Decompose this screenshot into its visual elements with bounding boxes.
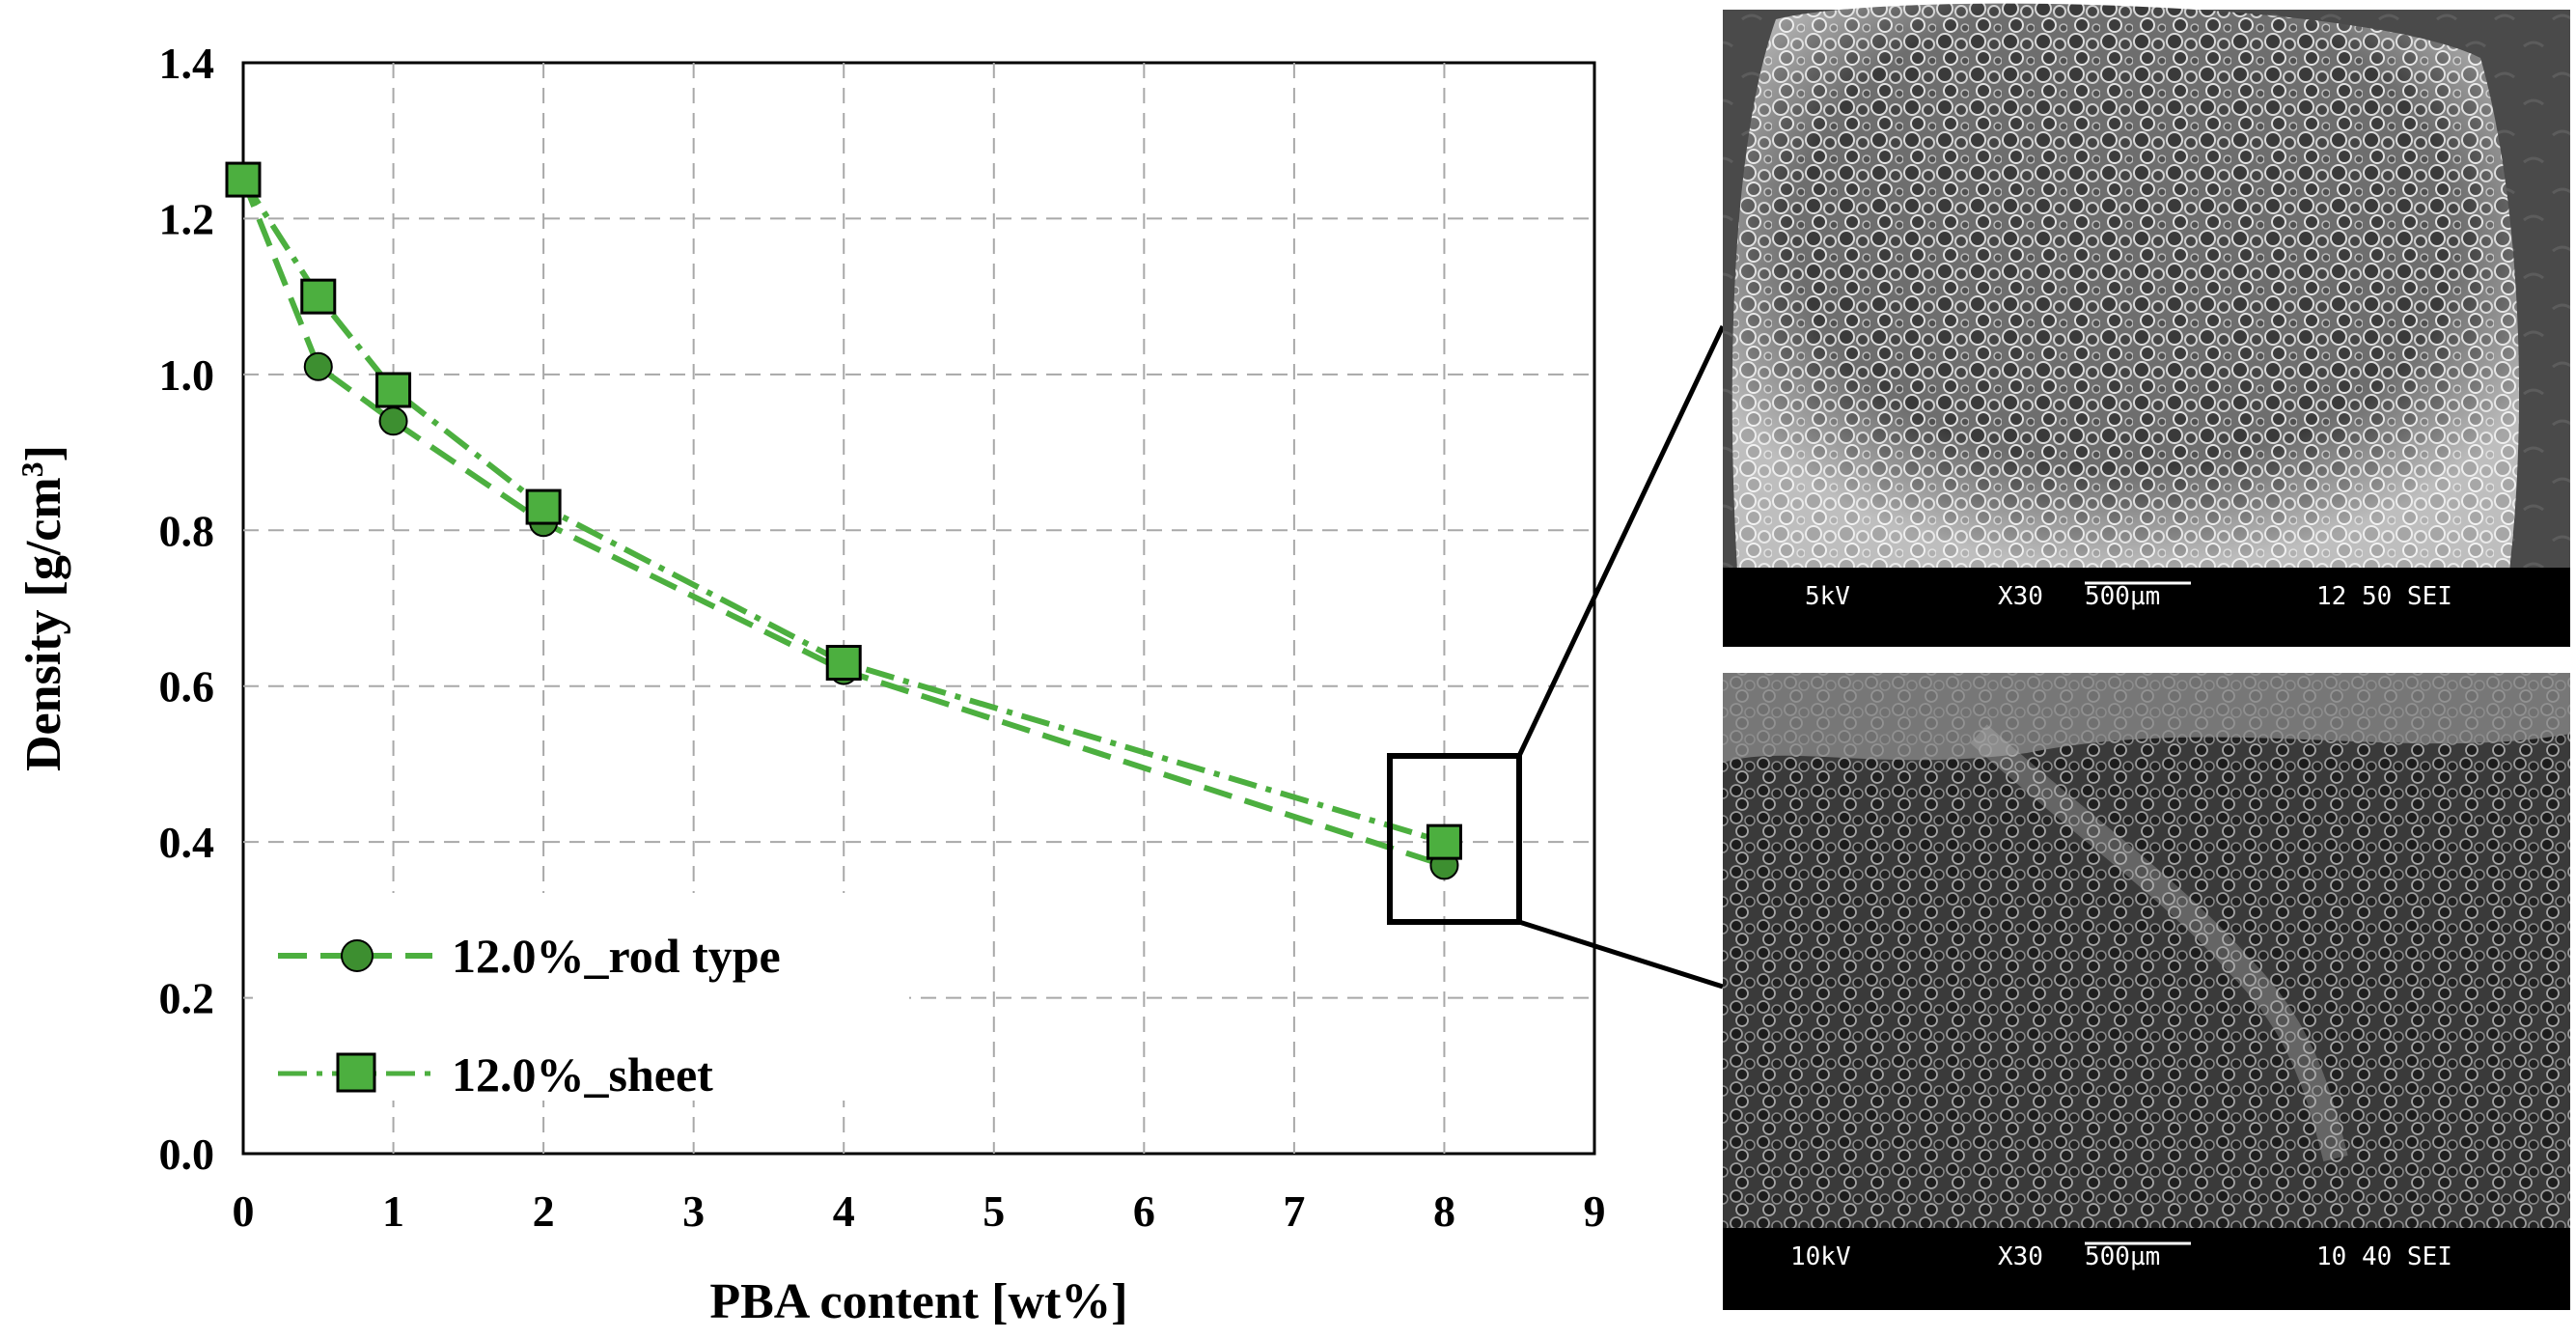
y-tick-label: 1.4 (159, 39, 215, 88)
sem-voltage-top: 5kV (1805, 582, 1850, 611)
y-tick-label: 0.0 (159, 1130, 215, 1179)
sem-magnification-bottom: X30 (1998, 1242, 2043, 1271)
data-point-rod (303, 351, 333, 381)
sem-voltage-bottom: 10kV (1790, 1242, 1851, 1271)
x-axis-title: PBA content [wt%] (709, 1274, 1127, 1329)
data-point-sheet (1426, 823, 1462, 860)
x-tick-labels: 0 1 2 3 4 5 6 7 8 9 (233, 1186, 1606, 1236)
legend-entry-rod: 12.0%_rod type (278, 929, 781, 983)
x-tick-label: 2 (533, 1186, 555, 1236)
series-line-rod (240, 178, 1446, 869)
data-point-sheet (375, 372, 412, 408)
y-tick-label: 0.8 (159, 506, 215, 555)
data-point-sheet (525, 488, 562, 525)
x-tick-label: 9 (1584, 1186, 1606, 1236)
legend-marker-sheet (336, 1052, 376, 1093)
data-point-sheet (300, 278, 337, 315)
legend-entry-sheet: 12.0%_sheet (278, 1047, 713, 1102)
data-point-sheet (825, 645, 862, 681)
sem-flow-band (1970, 724, 2348, 1162)
sem-image-bottom: 10kV X30 500µm 10 40 SEI (1723, 673, 2570, 1310)
sem-image-top: 5kV X30 500µm 12 50 SEI (1723, 3, 2570, 647)
y-tick-label: 0.6 (159, 662, 215, 711)
sem-scale-top: 500µm (2085, 582, 2160, 611)
series-lines (240, 178, 1446, 869)
series-markers (225, 161, 1462, 880)
x-tick-label: 7 (1283, 1186, 1305, 1236)
zoom-box (1387, 753, 1522, 925)
sem-sample-rim (1731, 3, 2519, 570)
y-axis-title: Density [g/cm3] (14, 445, 71, 771)
sem-scale-bottom: 500µm (2085, 1242, 2160, 1271)
x-tick-label: 0 (233, 1186, 255, 1236)
zoom-connector-bottom (1518, 919, 1724, 990)
x-tick-label: 6 (1133, 1186, 1155, 1236)
sem-code-top: 12 50 SEI (2316, 582, 2452, 611)
data-point-rod (378, 406, 408, 436)
y-tick-label: 0.4 (159, 818, 215, 867)
sem-magnification-top: X30 (1998, 582, 2043, 611)
y-tick-label: 0.2 (159, 974, 215, 1023)
sem-info-bar-bottom (1723, 1228, 2570, 1310)
y-tick-label: 1.0 (159, 350, 215, 400)
sem-info-bar-top (1723, 568, 2570, 647)
legend-label-sheet: 12.0%_sheet (452, 1047, 713, 1102)
y-tick-labels: 0.0 0.2 0.4 0.6 0.8 1.0 1.2 1.4 (159, 39, 215, 1179)
x-tick-label: 1 (382, 1186, 404, 1236)
x-tick-label: 4 (833, 1186, 855, 1236)
sem-skin-layer (1723, 673, 2570, 763)
x-tick-label: 8 (1433, 1186, 1455, 1236)
zoom-connector-top (1516, 324, 1726, 758)
x-tick-label: 5 (983, 1186, 1005, 1236)
x-tick-label: 3 (682, 1186, 705, 1236)
data-point-sheet (225, 161, 262, 198)
y-tick-label: 1.2 (159, 194, 215, 243)
legend: 12.0%_rod type 12.0%_sheet (253, 893, 909, 1102)
sem-image-bottom-foam (1723, 673, 2570, 1310)
series-line-sheet (240, 178, 1446, 846)
legend-marker-rod (341, 939, 374, 972)
sem-code-bottom: 10 40 SEI (2316, 1242, 2452, 1271)
legend-label-rod: 12.0%_rod type (452, 929, 781, 983)
